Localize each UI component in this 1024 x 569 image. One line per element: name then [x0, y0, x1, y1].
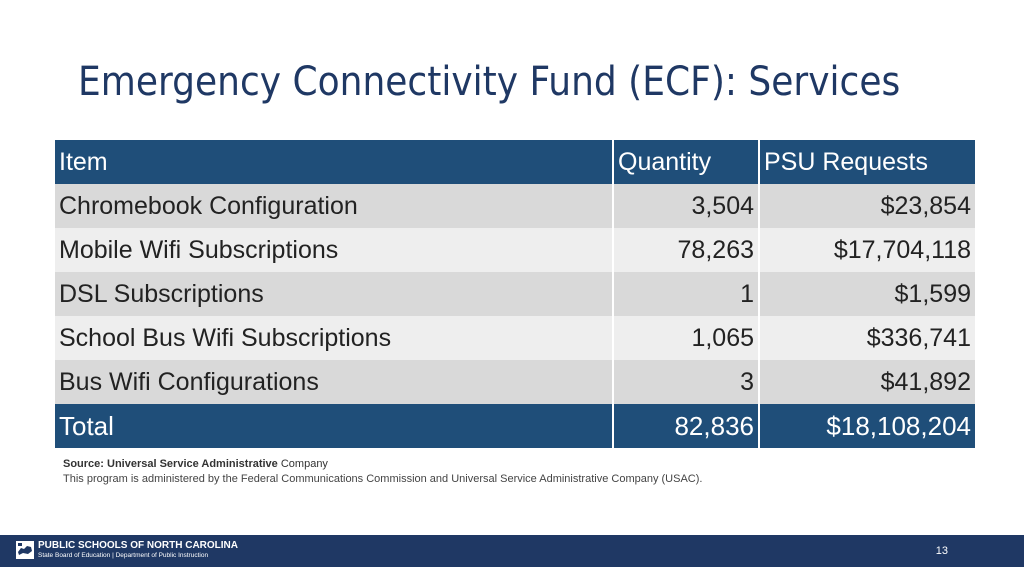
quantity-cell: 3: [612, 360, 759, 404]
table-row: Mobile Wifi Subscriptions 78,263 $17,704…: [55, 228, 975, 272]
psu-requests-cell: $23,854: [758, 184, 975, 228]
program-note: This program is administered by the Fede…: [63, 473, 703, 485]
total-row: Total 82,836 $18,108,204: [55, 404, 975, 448]
table-row: School Bus Wifi Subscriptions 1,065 $336…: [55, 316, 975, 360]
psu-requests-cell: $1,599: [758, 272, 975, 316]
total-label: Total: [55, 404, 613, 448]
psu-requests-cell: $336,741: [758, 316, 975, 360]
quantity-cell: 1: [612, 272, 759, 316]
item-cell: School Bus Wifi Subscriptions: [55, 316, 613, 360]
psu-requests-cell: $41,892: [758, 360, 975, 404]
source-suffix: Company: [280, 458, 328, 470]
slide-title: Emergency Connectivity Fund (ECF): Servi…: [78, 59, 901, 105]
total-quantity: 82,836: [612, 404, 759, 448]
quantity-cell: 3,504: [612, 184, 759, 228]
column-header-quantity: Quantity: [612, 140, 759, 184]
quantity-cell: 1,065: [612, 316, 759, 360]
table-row: Bus Wifi Configurations 3 $41,892: [55, 360, 975, 404]
item-cell: Mobile Wifi Subscriptions: [55, 228, 613, 272]
nc-state-map-icon: [16, 541, 34, 559]
page-number: 13: [935, 545, 948, 557]
footer-bar: PUBLIC SCHOOLS OF NORTH CAROLINA State B…: [0, 535, 1024, 567]
table-row: DSL Subscriptions 1 $1,599: [55, 272, 975, 316]
source-label: Source: Universal Service Administrative: [63, 458, 278, 470]
table-header-row: Item Quantity PSU Requests: [55, 140, 975, 184]
source-note: Source: Universal Service Administrative…: [63, 457, 328, 471]
quantity-cell: 78,263: [612, 228, 759, 272]
item-cell: DSL Subscriptions: [55, 272, 613, 316]
ecf-services-table: Item Quantity PSU Requests Chromebook Co…: [55, 140, 975, 448]
table-row: Chromebook Configuration 3,504 $23,854: [55, 184, 975, 228]
organization-subtitle: State Board of Education | Department of…: [38, 552, 209, 559]
item-cell: Bus Wifi Configurations: [55, 360, 613, 404]
column-header-item: Item: [55, 140, 613, 184]
item-cell: Chromebook Configuration: [55, 184, 613, 228]
organization-name: PUBLIC SCHOOLS OF NORTH CAROLINA: [38, 540, 238, 551]
psu-requests-cell: $17,704,118: [758, 228, 975, 272]
column-header-psu-requests: PSU Requests: [758, 140, 975, 184]
total-psu-requests: $18,108,204: [758, 404, 975, 448]
